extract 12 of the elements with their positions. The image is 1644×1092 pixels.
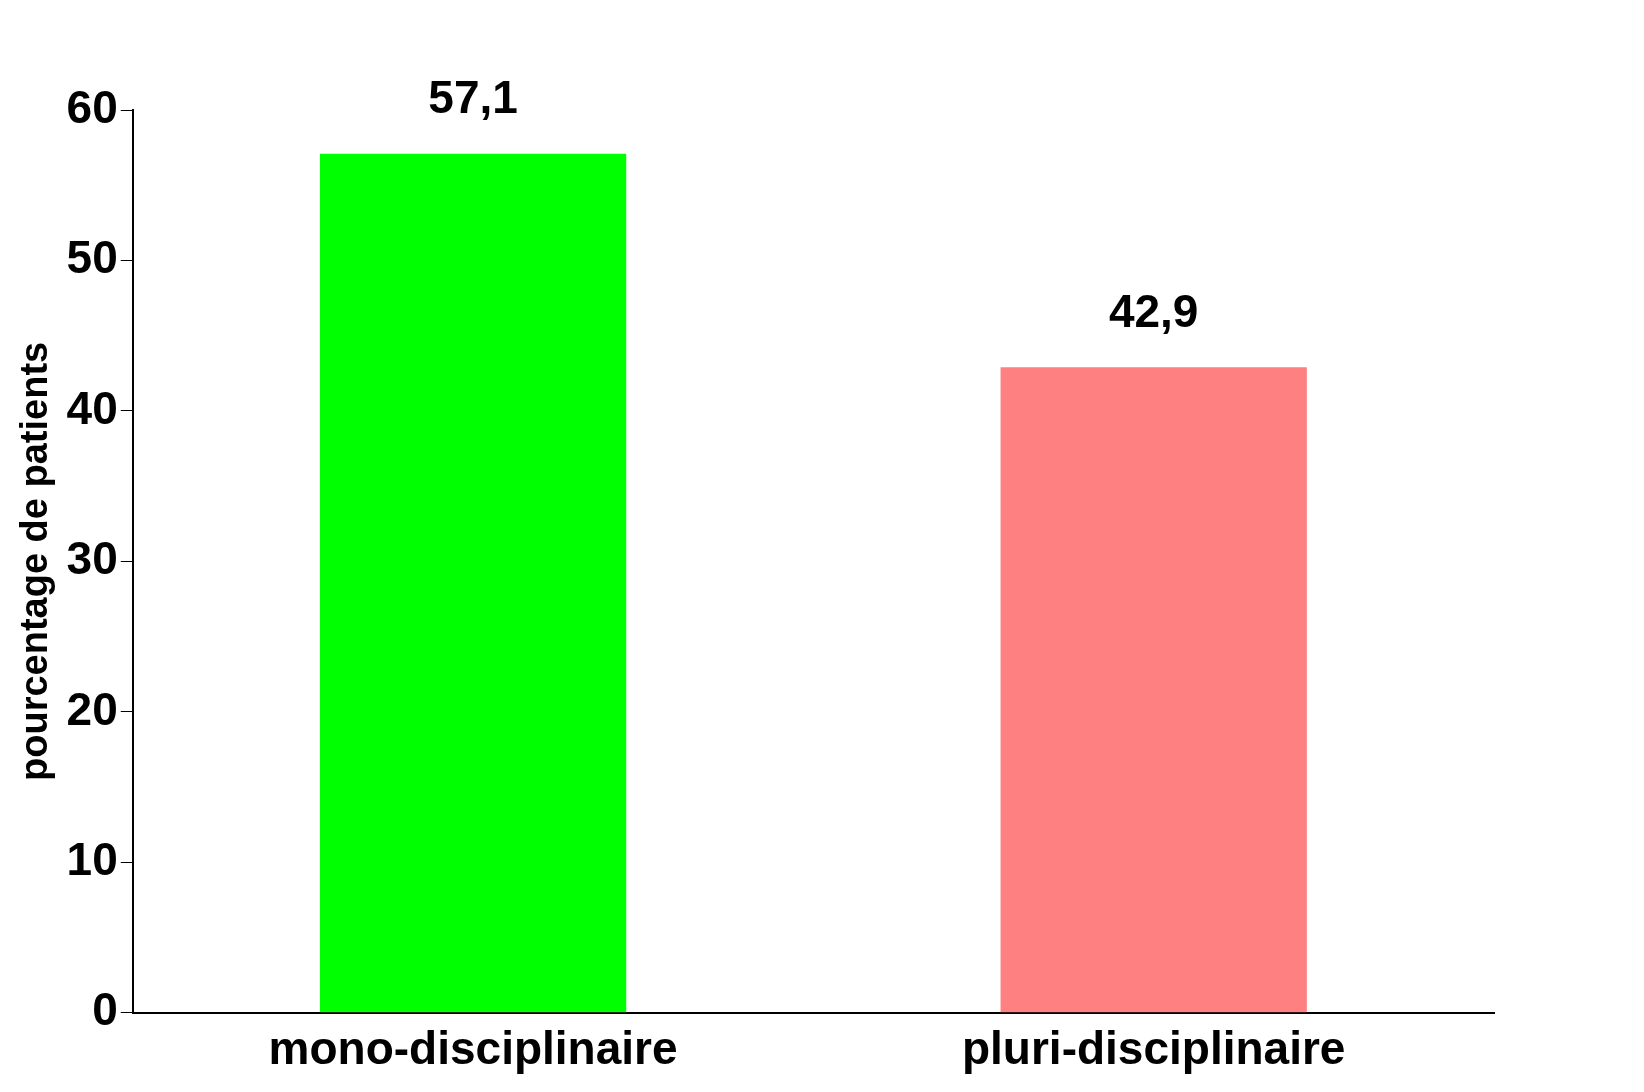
y-tick-label: 30 bbox=[66, 532, 118, 585]
y-axis-title: pourcentage de patients bbox=[13, 341, 56, 781]
data-label: 57,1 bbox=[428, 71, 518, 124]
data-label: 42,9 bbox=[1108, 284, 1199, 337]
y-tick-label: 10 bbox=[66, 833, 118, 886]
x-tick-label: pluri-disciplinaire bbox=[961, 1022, 1346, 1075]
y-tick-label: 50 bbox=[66, 231, 118, 284]
y-tick-label: 20 bbox=[66, 682, 118, 735]
y-tick-label: 40 bbox=[66, 381, 118, 434]
y-tick-label: 60 bbox=[66, 80, 118, 133]
y-tick-label: 0 bbox=[92, 983, 118, 1036]
x-tick-label: mono-disciplinaire bbox=[268, 1022, 678, 1075]
